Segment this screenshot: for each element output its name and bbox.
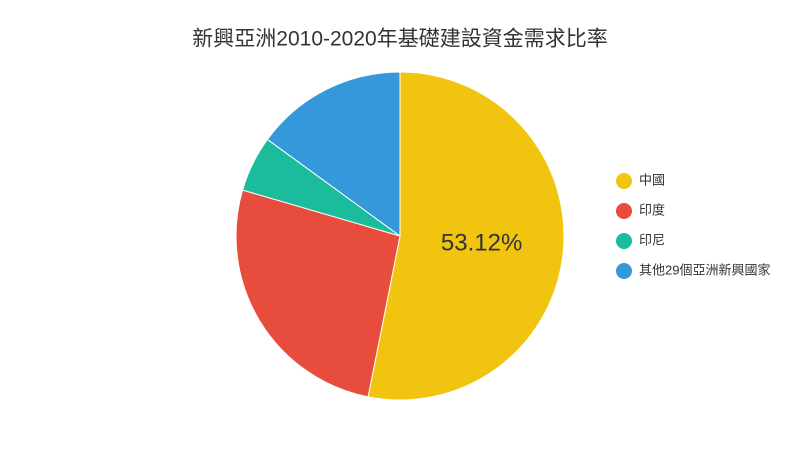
legend-label: 印度 bbox=[639, 202, 665, 217]
data-label: 53.12% bbox=[441, 229, 522, 256]
legend-marker bbox=[616, 173, 632, 189]
legend-marker bbox=[616, 263, 632, 279]
legend-marker bbox=[616, 203, 632, 219]
pie-slice bbox=[235, 189, 401, 398]
pie-slice bbox=[266, 71, 401, 237]
legend-label: 其他29個亞洲新興國家 bbox=[639, 262, 770, 277]
chart-title: 新興亞洲2010-2020年基礎建設資金需求比率 bbox=[192, 28, 607, 51]
legend-label: 印尼 bbox=[639, 232, 665, 247]
pie-slice bbox=[367, 71, 565, 401]
legend-marker bbox=[616, 233, 632, 249]
legend-label: 中國 bbox=[639, 172, 665, 187]
